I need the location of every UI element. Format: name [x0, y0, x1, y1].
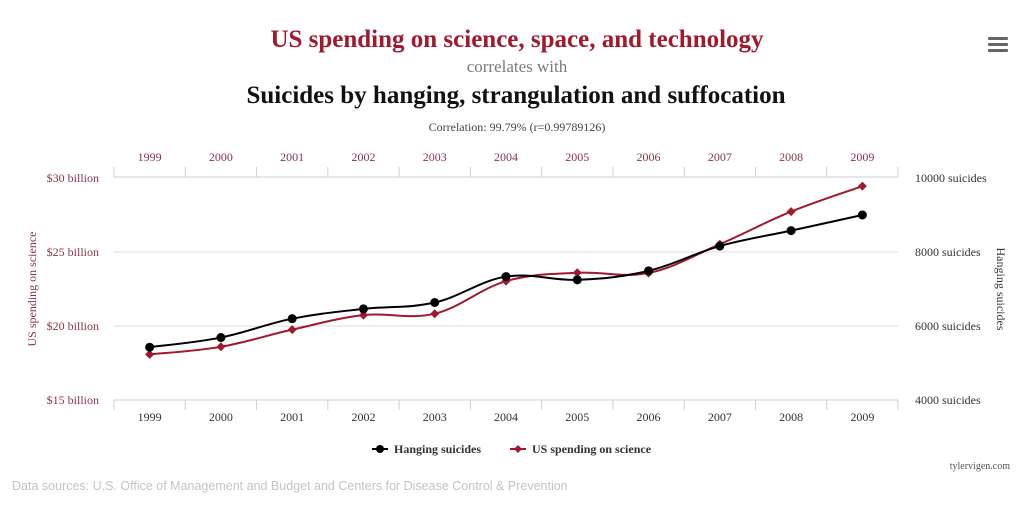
x-axis-top-label: 2009	[850, 150, 874, 164]
data-point-us-spending	[857, 181, 867, 191]
x-axis-bottom-label: 2000	[209, 410, 233, 424]
data-point-hanging-suicides	[857, 210, 867, 220]
x-axis-top-label: 2002	[351, 150, 375, 164]
x-axis-top-label: 2008	[779, 150, 803, 164]
data-point-hanging-suicides	[145, 342, 155, 352]
series-group	[145, 181, 867, 359]
menu-bar	[988, 43, 1008, 46]
y-right-tick-label: 10000 suicides	[915, 171, 987, 185]
data-point-hanging-suicides	[715, 241, 725, 251]
chart-subtitle: correlates with	[466, 57, 568, 76]
x-axis-bottom-label: 2001	[280, 410, 304, 424]
data-point-hanging-suicides	[287, 314, 297, 324]
data-point-us-spending	[358, 310, 368, 320]
data-point-hanging-suicides	[430, 298, 440, 308]
x-axis-bottom-label: 1999	[138, 410, 162, 424]
legend: Hanging suicides US spending on science	[372, 442, 652, 456]
x-axis-top-label: 2003	[423, 150, 447, 164]
data-point-us-spending	[572, 268, 582, 278]
legend-item[interactable]: Hanging suicides	[372, 442, 481, 456]
legend-label: Hanging suicides	[394, 442, 481, 456]
menu-bar	[988, 49, 1008, 52]
y-left-axis-title: US spending on science	[25, 232, 39, 347]
data-point-hanging-suicides	[358, 304, 368, 314]
chart-title-secondary: Suicides by hanging, strangulation and s…	[246, 82, 786, 109]
x-axis-top-label: 2001	[280, 150, 304, 164]
x-axis-bottom-label: 2004	[494, 410, 518, 424]
x-axis-bottom-label: 2005	[565, 410, 589, 424]
series-line-us-spending	[149, 185, 863, 356]
gridlines	[114, 251, 898, 327]
credit-link[interactable]: tylervigen.com	[949, 461, 1010, 472]
axes: $15 billion $20 billion $25 billion $30 bil…	[25, 150, 1008, 424]
data-point-hanging-suicides	[644, 266, 654, 276]
data-point-hanging-suicides	[501, 272, 511, 282]
data-point-hanging-suicides	[216, 333, 226, 343]
data-point-us-spending	[430, 309, 440, 319]
x-axis-top-label: 2000	[209, 150, 233, 164]
legend-marker-diamond	[514, 445, 522, 453]
correlation-label: Correlation: 99.79% (r=0.99789126)	[428, 120, 606, 134]
y-left-tick-label: $25 billion	[47, 245, 99, 259]
data-point-us-spending	[786, 207, 796, 217]
y-left-tick-label: $15 billion	[47, 393, 99, 407]
data-point-hanging-suicides	[786, 226, 796, 236]
x-axis-bottom-label: 2002	[351, 410, 375, 424]
chart-title: US spending on science, space, and techn…	[270, 26, 764, 53]
data-point-us-spending	[145, 349, 155, 359]
y-left-tick-label: $30 billion	[47, 171, 99, 185]
data-point-hanging-suicides	[572, 275, 582, 285]
x-axis-bottom-label: 2009	[850, 410, 874, 424]
y-right-tick-label: 6000 suicides	[915, 319, 981, 333]
data-point-us-spending	[216, 342, 226, 352]
x-axis-top-label: 2007	[708, 150, 732, 164]
x-axis-bottom-label: 2007	[708, 410, 732, 424]
menu-bar	[988, 37, 1008, 40]
y-left-tick-label: $20 billion	[47, 319, 99, 333]
y-right-axis-title: Hanging suicides	[994, 248, 1008, 331]
data-point-us-spending	[287, 325, 297, 335]
data-sources: Data sources: U.S. Office of Management …	[12, 479, 568, 493]
x-axis-bottom-label: 2006	[637, 410, 661, 424]
y-right-tick-label: 8000 suicides	[915, 245, 981, 259]
legend-item[interactable]: US spending on science	[510, 442, 652, 456]
legend-marker-circle	[376, 445, 384, 453]
x-axis-bottom-label: 2003	[423, 410, 447, 424]
hamburger-menu-icon[interactable]	[988, 37, 1008, 55]
x-axis-top-label: 1999	[138, 150, 162, 164]
x-axis-top-label: 2006	[637, 150, 661, 164]
legend-label: US spending on science	[532, 442, 652, 456]
x-axis-top-label: 2005	[565, 150, 589, 164]
x-axis-bottom-label: 2008	[779, 410, 803, 424]
y-right-tick-label: 4000 suicides	[915, 393, 981, 407]
x-axis-top-label: 2004	[494, 150, 518, 164]
